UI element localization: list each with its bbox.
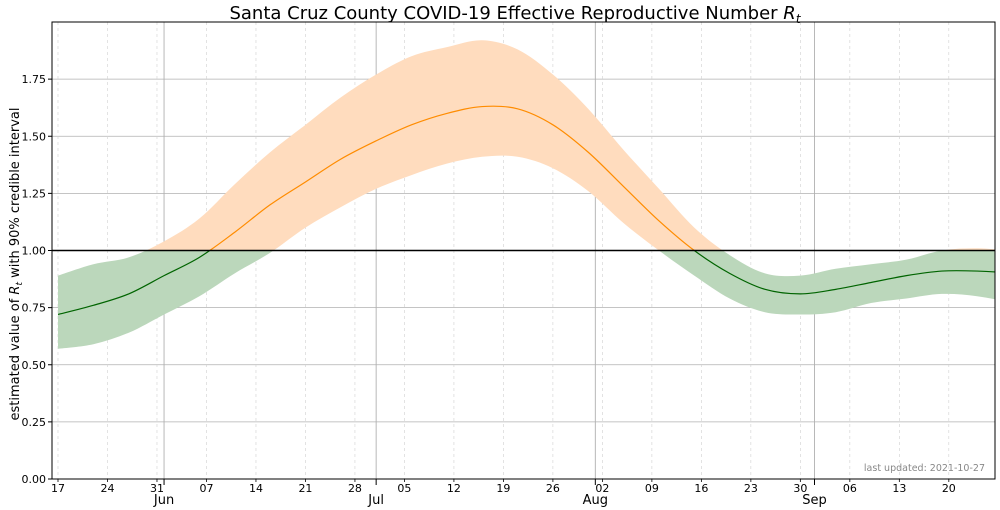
x-tick-label: 19 xyxy=(496,482,510,495)
credible-interval-bands xyxy=(58,40,995,349)
x-tick-label: 12 xyxy=(447,482,461,495)
x-tick-label: 21 xyxy=(298,482,312,495)
axes: 0.00 0.25 0.50 0.75 1.00 1.25 1.50 1.75 17 24 31 07… xyxy=(22,21,996,508)
x-tick-label: 13 xyxy=(892,482,906,495)
ci-band-below-threshold xyxy=(58,250,995,349)
median-line-above-threshold xyxy=(208,105,696,251)
y-tick-label: 1.00 xyxy=(22,245,47,258)
x-tick-label: 24 xyxy=(100,482,114,495)
median-above-group xyxy=(208,105,696,251)
x-tick-label: 30 xyxy=(793,482,807,495)
y-tick-label: 1.25 xyxy=(22,187,47,200)
x-month-label: Sep xyxy=(802,493,827,508)
y-tick-label: 0.25 xyxy=(22,416,47,429)
x-tick-label: 31 xyxy=(150,482,164,495)
x-month-label: Aug xyxy=(583,493,608,508)
y-tick-label: 0.75 xyxy=(22,302,47,315)
x-tick-label: 07 xyxy=(199,482,213,495)
median-lines xyxy=(52,105,995,316)
x-tick-label: 17 xyxy=(51,482,65,495)
y-tick-label: 0.50 xyxy=(22,359,47,372)
last-updated-note: last updated: 2021-10-27 xyxy=(864,463,985,474)
x-tick-label: 16 xyxy=(694,482,708,495)
y-axis-label: estimated value of Rt with 90% credible … xyxy=(8,108,25,421)
x-tick-label: 09 xyxy=(645,482,659,495)
x-tick-label: 23 xyxy=(744,482,758,495)
x-tick-label: 02 xyxy=(595,482,609,495)
x-tick-label: 14 xyxy=(249,482,263,495)
y-tick-label: 1.75 xyxy=(22,73,47,86)
ci-band-above-threshold xyxy=(146,40,995,251)
x-tick-label: 06 xyxy=(843,482,857,495)
band-below-group xyxy=(58,250,995,349)
band-above-group xyxy=(146,40,995,251)
x-month-label: Jun xyxy=(153,493,174,508)
y-tick-label: 0.00 xyxy=(22,473,47,486)
x-tick-label: 20 xyxy=(942,482,956,495)
x-month-label: Jul xyxy=(367,493,384,508)
y-tick-label: 1.50 xyxy=(22,130,47,143)
x-tick-label: 26 xyxy=(546,482,560,495)
x-tick-label: 05 xyxy=(397,482,411,495)
chart-title: Santa Cruz County COVID-19 Effective Rep… xyxy=(229,3,801,26)
x-tick-label: 28 xyxy=(348,482,362,495)
